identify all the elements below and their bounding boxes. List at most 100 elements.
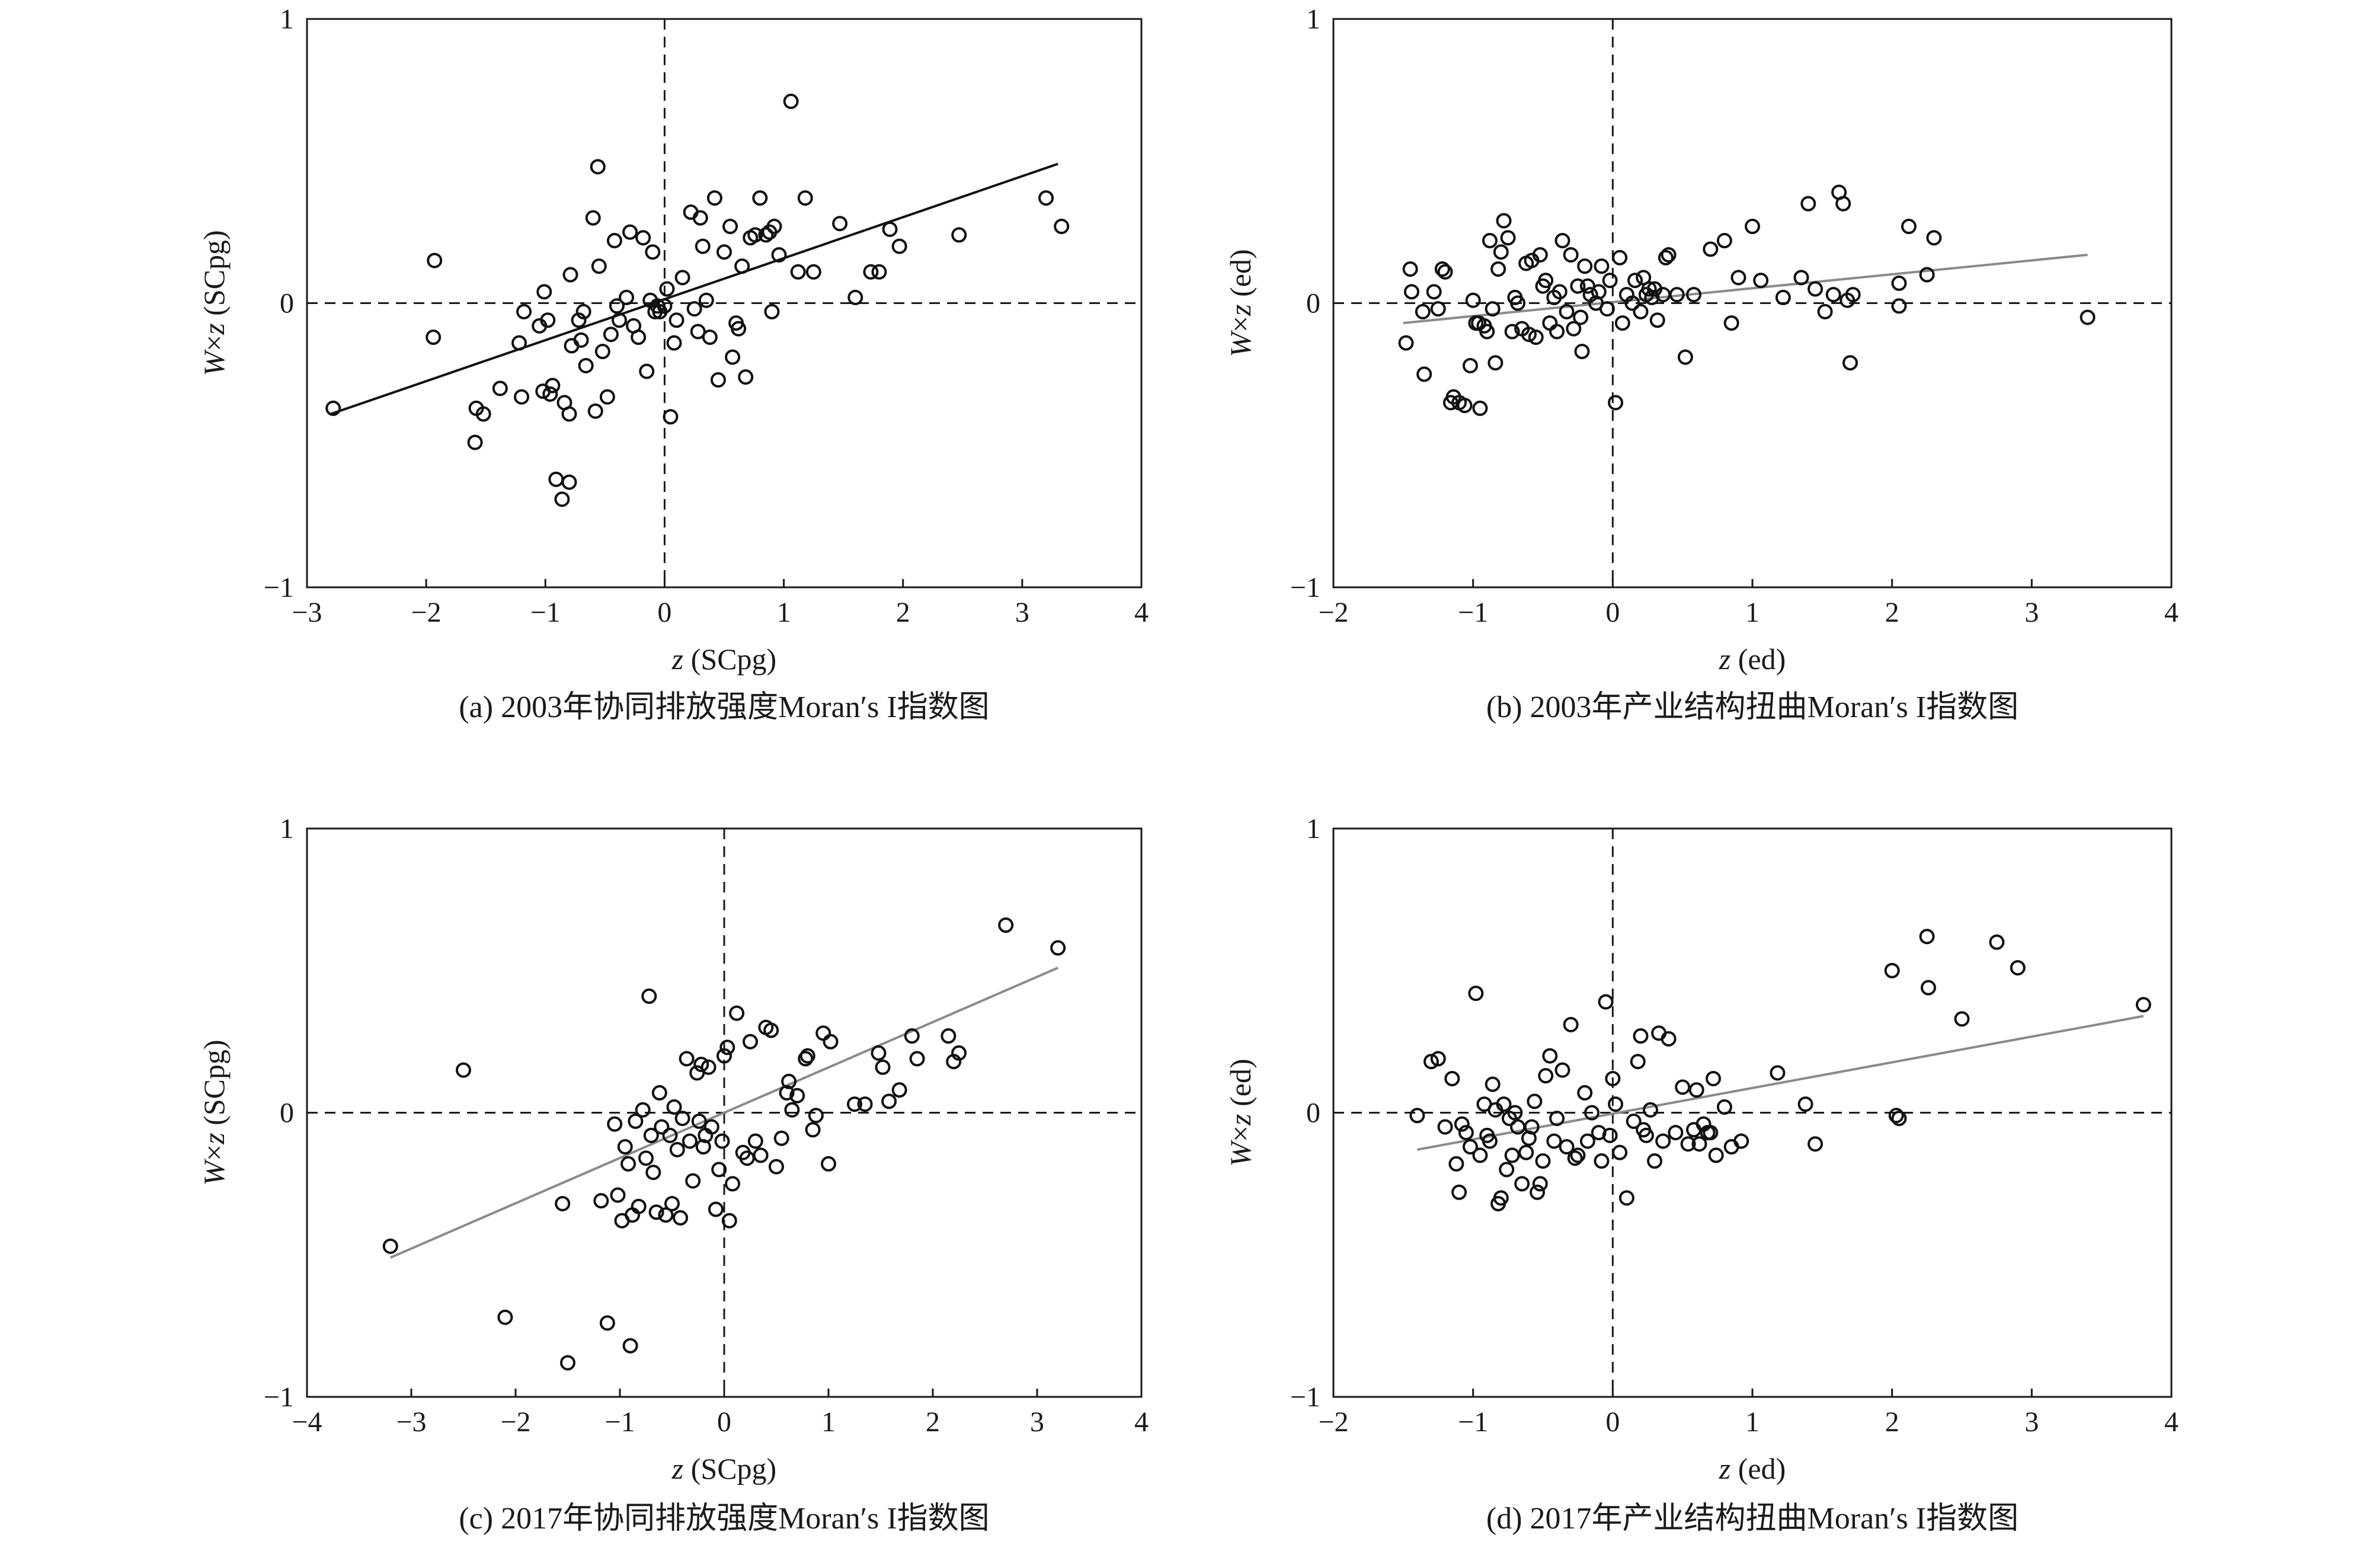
- chart-a-data-point: [536, 284, 552, 300]
- chart-b-data-point: [1510, 295, 1526, 311]
- chart-a-data-point: [951, 227, 967, 243]
- chart-a-data-point: [516, 303, 532, 319]
- chart-a-data-point: [706, 190, 722, 206]
- chart-a-x-tick-label: −3: [292, 597, 322, 628]
- chart-c-data-point: [669, 1141, 685, 1157]
- chart-a-data-point: [758, 227, 774, 243]
- chart-c-data-point: [847, 1096, 862, 1112]
- chart-c-data-point: [610, 1187, 626, 1203]
- chart-d-data-point: [1542, 1048, 1558, 1064]
- chart-c-caption: (c) 2017年协同排放强度Moran′s I指数图: [459, 1502, 989, 1536]
- chart-d-x-tick-label: 2: [1885, 1406, 1899, 1438]
- chart-b-x-tick-label: 0: [1605, 597, 1620, 628]
- chart-b-x-tick-label: −2: [1318, 597, 1348, 628]
- chart-b-data-point: [1808, 281, 1824, 297]
- chart-a-x-tick-label: −2: [411, 597, 442, 628]
- chart-a-data-point: [725, 349, 741, 365]
- chart-d-data-point: [1618, 1190, 1634, 1206]
- chart-b-data-point: [1661, 247, 1677, 263]
- chart-a-data-point: [554, 491, 570, 507]
- chart-b-data-point: [1891, 298, 1907, 314]
- chart-a-data-point: [467, 434, 483, 450]
- chart-d-data-point: [1451, 1184, 1467, 1200]
- chart-a-data-point: [797, 190, 813, 206]
- chart-c-y-tick-label: −1: [264, 1381, 294, 1413]
- chart-b-data-point: [1573, 309, 1589, 325]
- chart-b-data-point: [1465, 292, 1481, 308]
- chart-c-data-point: [628, 1113, 644, 1129]
- chart-a-data-point: [731, 321, 747, 337]
- chart-c-data-point: [781, 1073, 797, 1089]
- chart-b-data-point: [1532, 247, 1548, 263]
- chart-d-data-point: [1642, 1102, 1658, 1118]
- chart-b-data-point: [1415, 303, 1431, 319]
- chart-a-data-point: [674, 270, 690, 286]
- chart-d-data-point: [1675, 1079, 1691, 1095]
- chart-c-x-tick-label: −1: [604, 1406, 635, 1438]
- chart-b-data-point: [1614, 315, 1630, 331]
- chart-d-x-tick-label: 1: [1745, 1406, 1760, 1438]
- chart-c-data-point: [679, 1051, 695, 1067]
- chart-c-y-tick-label: 1: [280, 813, 294, 845]
- chart-a-x-tick-label: 2: [896, 597, 910, 628]
- chart-a-data-point: [710, 372, 726, 388]
- chart-a-data-point: [871, 264, 887, 280]
- chart-b-data-point: [1825, 287, 1841, 303]
- chart-d-data-point: [1554, 1062, 1570, 1078]
- chart-d-data-point: [1630, 1054, 1646, 1070]
- chart-a-data-point: [702, 330, 718, 346]
- chart-c-data-point: [617, 1139, 633, 1155]
- chart-c-data-point: [799, 1048, 815, 1064]
- chart-d-data-point: [1493, 1190, 1509, 1206]
- chart-c-y-tick-label: 0: [280, 1098, 294, 1129]
- chart-a-data-point: [716, 244, 732, 260]
- chart-d-data-point: [1496, 1096, 1512, 1112]
- chart-c-data-point: [674, 1111, 690, 1127]
- chart-b-data-point: [1493, 244, 1509, 260]
- chart-c-data-point: [664, 1195, 680, 1211]
- chart-d-data-point: [1567, 1150, 1583, 1166]
- chart-c-data-point: [673, 1210, 689, 1226]
- chart-b-data-point: [1817, 303, 1833, 319]
- chart-d-data-point: [1594, 1153, 1610, 1169]
- chart-a-data-point: [686, 301, 702, 317]
- chart-a-data-point: [575, 303, 591, 319]
- chart-b-data-point: [1891, 275, 1907, 291]
- chart-b-y-tick-label: −1: [1290, 572, 1320, 603]
- chart-d-data-point: [1499, 1162, 1515, 1178]
- chart-b-data-point: [1504, 324, 1520, 340]
- chart-a-data-point: [587, 403, 603, 419]
- chart-d-data-point: [1633, 1028, 1649, 1044]
- chart-d-data-point: [2135, 997, 2151, 1013]
- chart-d-data-point: [1638, 1127, 1654, 1143]
- chart-c-data-point: [651, 1085, 667, 1101]
- chart-a-y-axis-label: W×z (SCpg): [197, 230, 231, 376]
- chart-c-x-tick-label: −3: [396, 1406, 426, 1438]
- chart-c-data-point: [798, 1051, 814, 1067]
- chart-b-data-point: [1490, 261, 1506, 277]
- chart-d-data-point: [1808, 1136, 1824, 1152]
- chart-c-data-point: [909, 1051, 925, 1067]
- chart-d-data-point: [1888, 1108, 1904, 1124]
- chart-d-data-point: [1535, 1153, 1551, 1169]
- chart-a-caption: (a) 2003年协同排放强度Moran′s I指数图: [459, 690, 989, 724]
- chart-a-data-point: [603, 327, 619, 343]
- chart-d-x-tick-label: 0: [1605, 1406, 1620, 1438]
- chart-c-data-point: [638, 1150, 654, 1166]
- chart-a-data-point: [562, 267, 578, 283]
- chart-d-data-point: [2010, 959, 2026, 976]
- chart-c-data-point: [729, 1005, 745, 1021]
- chart-c-data-point: [773, 1130, 789, 1146]
- chart-c-data-point: [641, 988, 657, 1004]
- chart-b-data-point: [1624, 295, 1640, 311]
- chart-b-data-point: [1745, 219, 1760, 235]
- chart-d-data-point: [1716, 1099, 1732, 1115]
- chart-c-data-point: [857, 1096, 873, 1112]
- chart-a-data-point: [561, 406, 577, 422]
- chart-b-data-point: [1559, 303, 1575, 319]
- chart-c-data-point: [881, 1093, 897, 1109]
- chart-a-data-point: [514, 389, 530, 405]
- chart-c-data-point: [382, 1238, 398, 1254]
